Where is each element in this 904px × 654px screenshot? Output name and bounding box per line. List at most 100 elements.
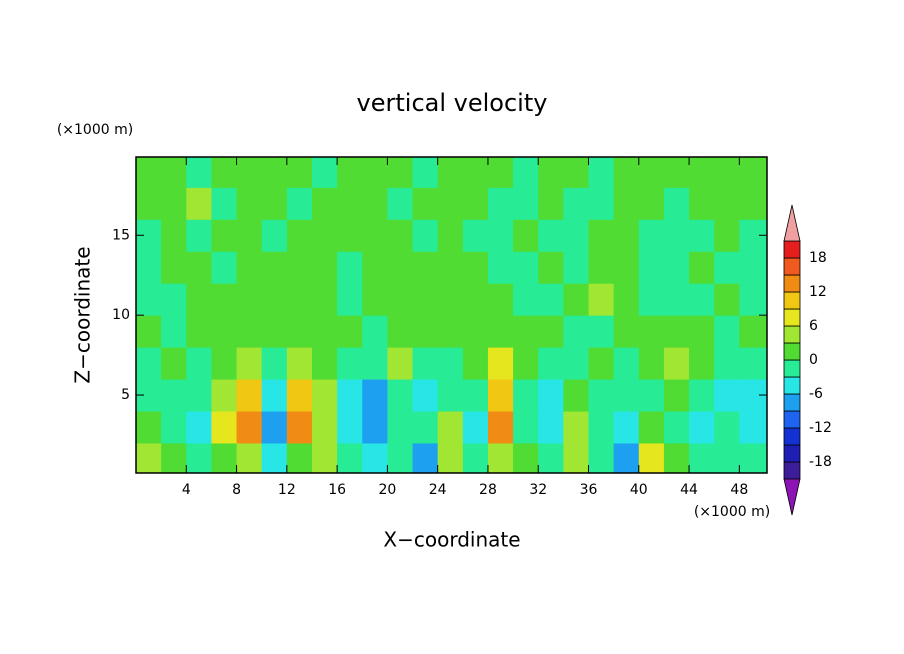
contour-cell — [739, 442, 768, 474]
contour-cell — [714, 379, 740, 412]
contour-cell — [739, 347, 768, 380]
contour-cell — [563, 442, 590, 474]
contour-cell — [663, 251, 690, 284]
y-units: (×1000 m) — [57, 122, 133, 138]
contour-cell — [362, 411, 388, 444]
contour-cell — [412, 219, 439, 252]
colorbar-tick-label: 0 — [809, 352, 818, 368]
contour-cell — [513, 187, 539, 220]
contour-cell — [412, 347, 439, 380]
contour-cell — [462, 283, 489, 316]
contour-cell — [236, 411, 263, 444]
contour-cell — [261, 283, 288, 316]
contour-cell — [311, 251, 338, 284]
contour-cell — [487, 347, 514, 380]
contour-cell — [588, 442, 615, 474]
contour-cell — [136, 187, 162, 220]
contour-cell — [487, 187, 514, 220]
contour-cell — [161, 315, 187, 348]
contour-cell — [538, 219, 564, 252]
x-units: (×1000 m) — [694, 504, 770, 520]
contour-cell — [588, 187, 615, 220]
contour-cell — [513, 411, 539, 444]
y-tick-label: 15 — [112, 227, 130, 243]
contour-cell — [487, 251, 514, 284]
contour-cell — [236, 283, 263, 316]
contour-cell — [261, 219, 288, 252]
contour-cell — [362, 347, 388, 380]
x-tick-label: 16 — [328, 482, 346, 498]
contour-cell — [663, 219, 690, 252]
contour-cell — [362, 379, 388, 412]
contour-cell — [689, 251, 715, 284]
colorbar-band — [783, 359, 801, 378]
contour-cell — [689, 219, 715, 252]
contour-cell — [613, 315, 640, 348]
contour-cell — [689, 379, 715, 412]
contour-cell — [462, 442, 489, 474]
contour-cell — [337, 379, 363, 412]
y-axis-label: Z−coordinate — [71, 246, 95, 383]
contour-cell — [437, 379, 464, 412]
contour-cell — [437, 251, 464, 284]
x-tick-label: 48 — [730, 482, 748, 498]
contour-cell — [487, 157, 514, 188]
contour-cell — [337, 347, 363, 380]
contour-cell — [186, 315, 212, 348]
contour-cell — [186, 379, 212, 412]
colorbar-band — [783, 274, 801, 293]
contour-cell — [311, 411, 338, 444]
contour-cell — [161, 251, 187, 284]
colorbar-tick-label: -18 — [809, 454, 832, 470]
contour-cell — [563, 157, 590, 188]
contour-cell — [136, 442, 162, 474]
contour-cell — [412, 157, 439, 188]
contour-cell — [136, 157, 162, 188]
contour-cell — [186, 251, 212, 284]
contour-cell — [362, 442, 388, 474]
contour-cell — [161, 442, 187, 474]
contour-cell — [487, 219, 514, 252]
contour-cell — [487, 411, 514, 444]
contour-cell — [236, 251, 263, 284]
contour-cell — [286, 315, 313, 348]
contour-cell — [261, 187, 288, 220]
contour-cell — [211, 442, 238, 474]
colorbar-tick-label: -12 — [809, 420, 832, 436]
contour-cell — [588, 379, 615, 412]
contour-cell — [714, 283, 740, 316]
x-tick-label: 40 — [630, 482, 648, 498]
contour-cell — [613, 411, 640, 444]
contour-cell — [739, 251, 768, 284]
x-tick-label: 4 — [182, 482, 191, 498]
contour-cell — [437, 187, 464, 220]
contour-cell — [337, 442, 363, 474]
contour-cell — [638, 219, 665, 252]
contour-cell — [211, 157, 238, 188]
contour-cell — [663, 411, 690, 444]
contour-cell — [311, 157, 338, 188]
contour-cell — [412, 251, 439, 284]
contour-cell — [387, 442, 414, 474]
contour-cell — [663, 379, 690, 412]
contour-cell — [588, 219, 615, 252]
contour-cell — [538, 347, 564, 380]
contour-cell — [588, 283, 615, 316]
contour-cell — [739, 157, 768, 188]
x-tick-label: 24 — [429, 482, 447, 498]
contour-cell — [638, 251, 665, 284]
contour-cell — [487, 442, 514, 474]
contour-cell — [613, 251, 640, 284]
contour-cell — [613, 219, 640, 252]
contour-cell — [387, 251, 414, 284]
contour-cell — [538, 283, 564, 316]
contour-cell — [437, 219, 464, 252]
contour-cell — [387, 187, 414, 220]
contour-cell — [311, 442, 338, 474]
contour-cell — [437, 411, 464, 444]
contour-cell — [714, 251, 740, 284]
contour-cell — [236, 315, 263, 348]
contour-cell — [311, 347, 338, 380]
contour-cell — [161, 219, 187, 252]
contour-cell — [236, 379, 263, 412]
